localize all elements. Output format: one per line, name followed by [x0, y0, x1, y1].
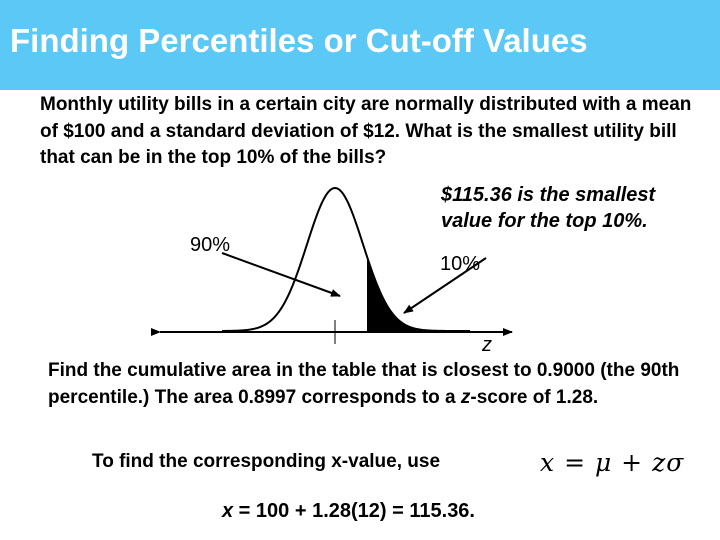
shaded-tail-region [367, 256, 440, 331]
right-area-label: 10% [440, 253, 481, 275]
slide-title: Finding Percentiles or Cut-off Values [10, 22, 588, 59]
explanation-part-1: Find the cumulative area in the table th… [48, 360, 680, 408]
left-area-label: 90% [190, 234, 231, 256]
z-axis-label: z [482, 334, 492, 356]
arrow-to-left-area [221, 252, 341, 297]
explanation-z-variable: z [460, 386, 471, 408]
computation-x-variable: x [222, 500, 234, 522]
formula-z: z [652, 448, 667, 477]
problem-statement: Monthly utility bills in a certain city … [40, 94, 692, 168]
explanation-text: Find the cumulative area in the table th… [48, 358, 688, 411]
computation-line: x = 100 + 1.28(12) = 115.36. [222, 500, 475, 523]
formula-sigma: σ [666, 448, 685, 477]
percentile-formula: x = μ + zσ [540, 448, 684, 477]
answer-note: $115.36 is the smallest value for the to… [441, 184, 656, 232]
formula-equals: = [564, 448, 587, 477]
title-bar: Finding Percentiles or Cut-off Values [0, 0, 720, 90]
explanation-part-2: -score of 1.28. [470, 386, 599, 408]
formula-plus: + [621, 448, 644, 477]
formula-x: x [540, 448, 556, 477]
formula-lead-text: To find the corresponding x-value, use [92, 451, 441, 472]
bell-curve [221, 186, 470, 332]
arrow-to-right-tail [403, 257, 487, 314]
computation-rest: = 100 + 1.28(12) = 115.36. [233, 500, 475, 522]
formula-mu: μ [594, 448, 613, 477]
